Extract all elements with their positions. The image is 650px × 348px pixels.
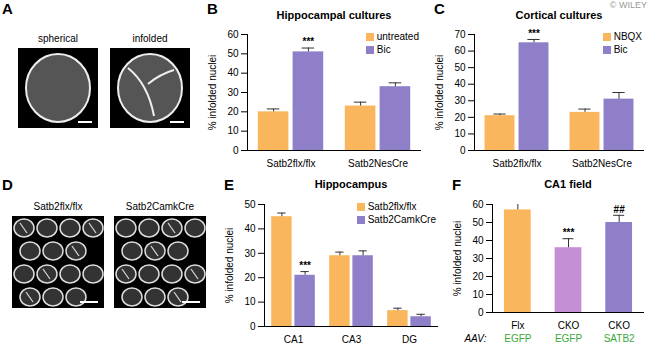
svg-text:infolded: infolded <box>132 33 167 44</box>
svg-text:60: 60 <box>454 45 466 56</box>
svg-text:EGFP: EGFP <box>504 333 532 344</box>
svg-text:Satb2NesCre: Satb2NesCre <box>348 158 408 169</box>
svg-text:60: 60 <box>227 29 239 40</box>
svg-text:***: *** <box>303 36 315 47</box>
svg-text:40: 40 <box>227 67 239 78</box>
svg-text:% infolded nuclei: % infolded nuclei <box>452 221 463 297</box>
html-text:Cortical cultures: Cortical cultures <box>515 9 603 21</box>
svg-text:AAV:: AAV: <box>463 333 486 344</box>
svg-text:50: 50 <box>227 48 239 59</box>
svg-text:20: 20 <box>454 112 466 123</box>
svg-text:60: 60 <box>472 199 484 210</box>
svg-text:***: *** <box>563 227 575 238</box>
svg-text:EGFP: EGFP <box>555 333 583 344</box>
svg-text:CKO: CKO <box>608 320 630 331</box>
svg-text:Satb2CamkCre: Satb2CamkCre <box>126 201 195 212</box>
svg-text:40: 40 <box>244 223 256 234</box>
html-text:Satb2CamkCre: Satb2CamkCre <box>367 214 436 225</box>
svg-text:0: 0 <box>478 307 484 318</box>
svg-text:Satb2NesCre: Satb2NesCre <box>572 158 632 169</box>
html-text:untreated: untreated <box>376 31 419 42</box>
svg-text:##: ## <box>614 204 626 215</box>
html-text:C: C <box>434 0 445 17</box>
svg-text:0: 0 <box>233 145 239 156</box>
svg-text:10: 10 <box>244 296 256 307</box>
svg-text:CKO: CKO <box>558 320 580 331</box>
svg-text:20: 20 <box>227 106 239 117</box>
svg-text:SATB2: SATB2 <box>604 333 635 344</box>
svg-text:Satb2flx/flx: Satb2flx/flx <box>493 158 542 169</box>
html-text:Hippocampus: Hippocampus <box>314 178 388 190</box>
html-text:B: B <box>207 0 218 17</box>
html-text:F: F <box>452 176 462 193</box>
html-text:Satb2flx/flx: Satb2flx/flx <box>367 201 417 212</box>
svg-text:10: 10 <box>454 128 466 139</box>
svg-text:30: 30 <box>454 95 466 106</box>
svg-text:CA3: CA3 <box>342 334 362 345</box>
html-text:D: D <box>2 176 13 193</box>
svg-text:10: 10 <box>472 289 484 300</box>
svg-text:40: 40 <box>454 78 466 89</box>
svg-text:Satb2flx/flx: Satb2flx/flx <box>34 201 83 212</box>
svg-text:50: 50 <box>244 199 256 210</box>
svg-text:Satb2flx/flx: Satb2flx/flx <box>267 158 316 169</box>
html-text:E: E <box>224 176 234 193</box>
svg-text:***: *** <box>299 260 311 271</box>
html-text:© WILEY: © WILEY <box>609 0 647 10</box>
svg-text:20: 20 <box>244 272 256 283</box>
html-text:Hippocampal cultures: Hippocampal cultures <box>276 9 392 21</box>
svg-text:DG: DG <box>402 334 417 345</box>
html-text:CA1 field: CA1 field <box>544 178 592 190</box>
svg-text:30: 30 <box>244 248 256 259</box>
svg-text:50: 50 <box>472 217 484 228</box>
svg-text:50: 50 <box>454 62 466 73</box>
svg-text:***: *** <box>528 28 540 39</box>
html-text:NBQX: NBQX <box>613 31 642 42</box>
svg-text:30: 30 <box>227 87 239 98</box>
svg-text:Flx: Flx <box>511 320 524 331</box>
svg-text:10: 10 <box>227 125 239 136</box>
svg-text:% infolded nuclei: % infolded nuclei <box>207 55 218 131</box>
svg-text:% infolded nuclei: % infolded nuclei <box>224 228 235 304</box>
html-text:A: A <box>2 0 13 17</box>
svg-text:70: 70 <box>454 29 466 40</box>
html-text:Bic: Bic <box>613 44 628 55</box>
svg-text:0: 0 <box>460 145 466 156</box>
svg-text:40: 40 <box>472 235 484 246</box>
html-text:Bic: Bic <box>376 44 391 55</box>
svg-text:% infolded nuclei: % infolded nuclei <box>434 55 445 131</box>
svg-text:30: 30 <box>472 253 484 264</box>
svg-text:CA1: CA1 <box>284 334 304 345</box>
svg-text:0: 0 <box>250 321 256 332</box>
svg-text:spherical: spherical <box>38 33 78 44</box>
svg-text:20: 20 <box>472 271 484 282</box>
